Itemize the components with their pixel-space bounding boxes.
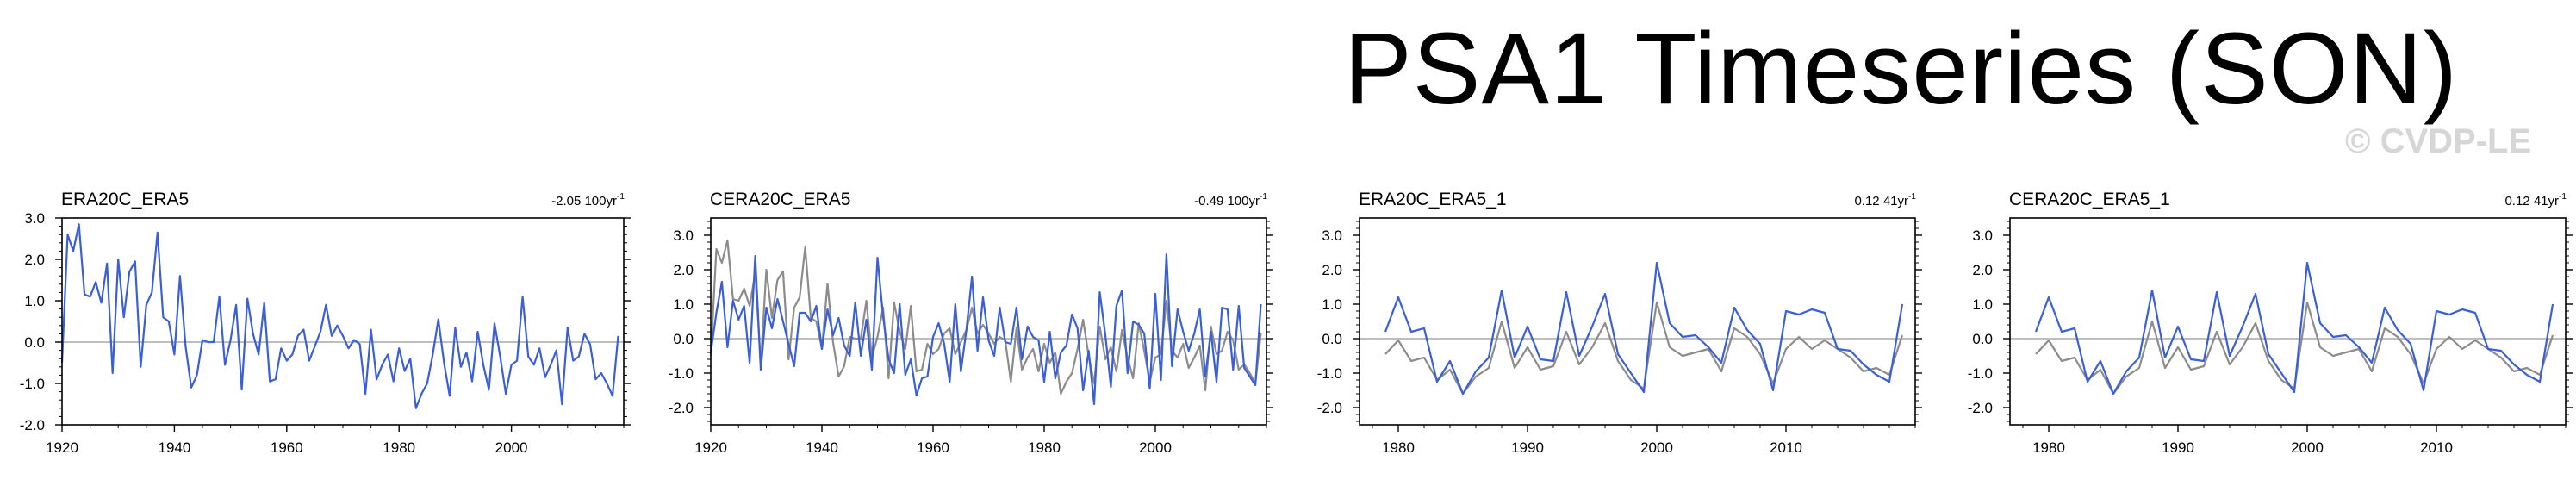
x-tick-label: 2010 [2420,439,2453,456]
chart-title: ERA20C_ERA5 [61,190,189,209]
chart-panel-4: CERA20C_ERA5_1 0.12 41yr -1 -2.0 -1.0 0.0 1.0 2… [1968,190,2573,456]
x-tick-label: 1980 [1382,439,1415,456]
y-tick-label: 2.0 [1322,262,1342,278]
series-line [2035,301,2554,396]
figure-title: PSA1 Timeseries (SON) [1344,12,2459,126]
chart-panel-1: ERA20C_ERA5 -2.05 100yr -1 -2.0 -1.0 0.0 1.0 2.… [20,190,631,456]
x-tick-label: 1960 [271,439,303,456]
y-tick-label: 3.0 [673,227,694,244]
x-tick-label: 2000 [1640,439,1673,456]
x-tick-label: 1920 [46,439,78,456]
y-tick-label: 0.0 [673,331,694,347]
trend-superscript: -1 [617,192,625,202]
y-tick-label: 3.0 [1972,227,1993,244]
y-tick-label: 1.0 [1972,296,1993,313]
chart-title: CERA20C_ERA5_1 [2009,190,2170,209]
series-line [2034,261,2554,396]
trend-label: 0.12 41yr [1854,194,1908,209]
x-tick-label: 2010 [1770,439,1802,456]
x-tick-label: 1980 [1028,439,1061,456]
x-tick-label: 1980 [2032,439,2065,456]
y-tick-label: 2.0 [673,262,694,278]
x-tick-label: 1990 [2162,439,2194,456]
y-tick-label: -1.0 [1968,365,1993,382]
x-tick-label: 1920 [694,439,727,456]
trend-superscript: -1 [1260,192,1267,202]
trend-superscript: -1 [1908,192,1916,202]
y-tick-label: -2.0 [1317,400,1342,416]
x-tick-label: 1940 [158,439,190,456]
y-tick-label: -1.0 [669,365,694,382]
chart-panel-3: ERA20C_ERA5_1 0.12 41yr -1 -2.0 -1.0 0.0 1.0 2.… [1317,190,1922,456]
y-tick-label: 1.0 [24,293,45,309]
y-tick-label: 3.0 [1322,227,1342,244]
series-line [1384,261,1904,396]
series-line [1384,301,1904,396]
y-tick-label: -2.0 [20,417,45,433]
plot-frame [61,217,625,426]
y-tick-label: 1.0 [673,296,694,313]
x-tick-label: 1960 [917,439,949,456]
trend-label: 0.12 41yr [2504,194,2559,209]
y-tick-label: 0.0 [1972,331,1993,347]
plot-frame [710,217,1267,426]
x-tick-label: 2000 [1139,439,1172,456]
trend-label: -2.05 100yr [551,194,617,209]
y-tick-label: 3.0 [24,210,45,227]
plot-frame [1359,217,1916,426]
trend-label: -0.49 100yr [1194,194,1260,209]
y-tick-label: 1.0 [1322,296,1342,313]
chart-title: CERA20C_ERA5 [710,190,850,209]
y-tick-label: 0.0 [24,334,45,351]
x-tick-label: 1990 [1511,439,1544,456]
x-tick-label: 1940 [806,439,838,456]
chart-panel-2: CERA20C_ERA5 -0.49 100yr -1 -2.0 -1.0 0.0 1.0 2… [669,190,1273,456]
series-line [709,252,1262,406]
y-tick-label: -2.0 [669,400,694,416]
plot-frame [2009,217,2567,426]
series-line [60,223,619,409]
y-tick-label: 2.0 [24,252,45,268]
y-tick-label: -2.0 [1968,400,1993,416]
trend-superscript: -1 [2559,192,2567,202]
x-tick-label: 2000 [2291,439,2324,456]
x-tick-label: 1980 [383,439,415,456]
watermark: © CVDP-LE [2345,122,2532,160]
x-tick-label: 2000 [495,439,528,456]
y-tick-label: -1.0 [1317,365,1342,382]
chart-title: ERA20C_ERA5_1 [1359,190,1507,209]
y-tick-label: -1.0 [20,376,45,392]
y-tick-label: 2.0 [1972,262,1993,278]
y-tick-label: 0.0 [1322,331,1342,347]
